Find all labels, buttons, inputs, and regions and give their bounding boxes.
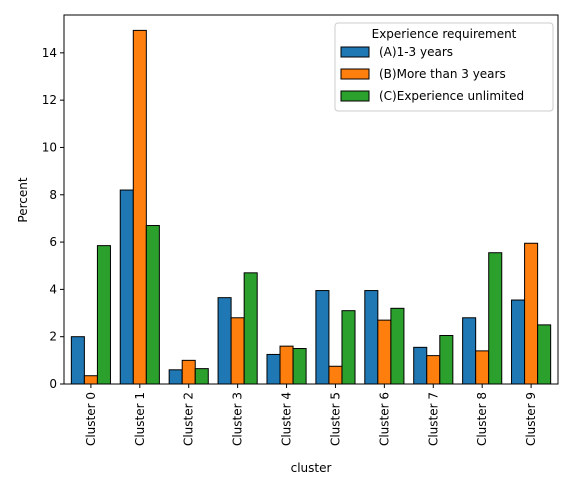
x-tick-label: Cluster 2 [182,392,196,446]
bar [132,29,147,385]
bar [426,355,441,385]
bar [341,310,356,385]
bar [364,290,379,385]
bar [475,350,490,385]
bar [292,348,307,385]
y-tick-label: 2 [49,330,57,344]
y-tick-label: 12 [42,93,57,107]
y-tick-label: 14 [42,46,57,60]
bar [96,245,111,385]
legend-swatch [340,90,370,102]
legend-title: Experience requirement [372,27,517,41]
bar [145,225,160,385]
legend-entry-label: (C)Experience unlimited [379,89,524,103]
bar [243,272,258,385]
bar [194,368,209,385]
legend: Experience requirement (A)1-3 years (B)Mo… [334,22,554,112]
bar [524,242,539,385]
bar [181,359,196,385]
bar [279,345,294,385]
x-tick-label: Cluster 1 [133,392,147,446]
bar [377,319,392,385]
bar [168,369,183,385]
plot-area: 0 2 4 6 8 10 12 14 Cluster 0 Cluster 1 Cluster 2 Cl… [42,14,559,446]
bar [511,299,526,385]
x-tick-label: Cluster 7 [426,392,440,446]
y-tick-label: 0 [49,377,57,391]
y-tick-label: 6 [49,235,57,249]
y-tick-label: 10 [42,140,57,154]
axes-frame [63,14,559,385]
legend-swatch [340,68,370,80]
x-tick-label: Cluster 8 [475,392,489,446]
x-axis-label: cluster [291,461,332,475]
legend-entry-label: (A)1-3 years [379,45,453,59]
bar [119,189,134,385]
bar [230,317,245,385]
bar [70,336,85,385]
y-tick-label: 8 [49,188,57,202]
bar [328,365,343,385]
bar [266,353,281,385]
y-axis-label: Percent [16,177,30,222]
bar [315,290,330,385]
bar [488,252,503,385]
x-tick-label: Cluster 5 [328,392,342,446]
y-tick-label: 4 [49,282,57,296]
bar [462,317,477,385]
x-tick-label: Cluster 4 [280,392,294,446]
x-tick-label: Cluster 0 [84,392,98,446]
bar [439,335,454,385]
legend-swatch [340,46,370,58]
bar [537,324,552,385]
x-tick-label: Cluster 3 [231,392,245,446]
bar [390,307,405,385]
bar [217,297,232,385]
legend-frame [334,22,554,112]
x-tick-label: Cluster 9 [524,392,538,446]
bar [413,346,428,385]
bar [83,375,98,385]
legend-entry-label: (B)More than 3 years [379,67,506,81]
x-tick-label: Cluster 6 [377,392,391,446]
